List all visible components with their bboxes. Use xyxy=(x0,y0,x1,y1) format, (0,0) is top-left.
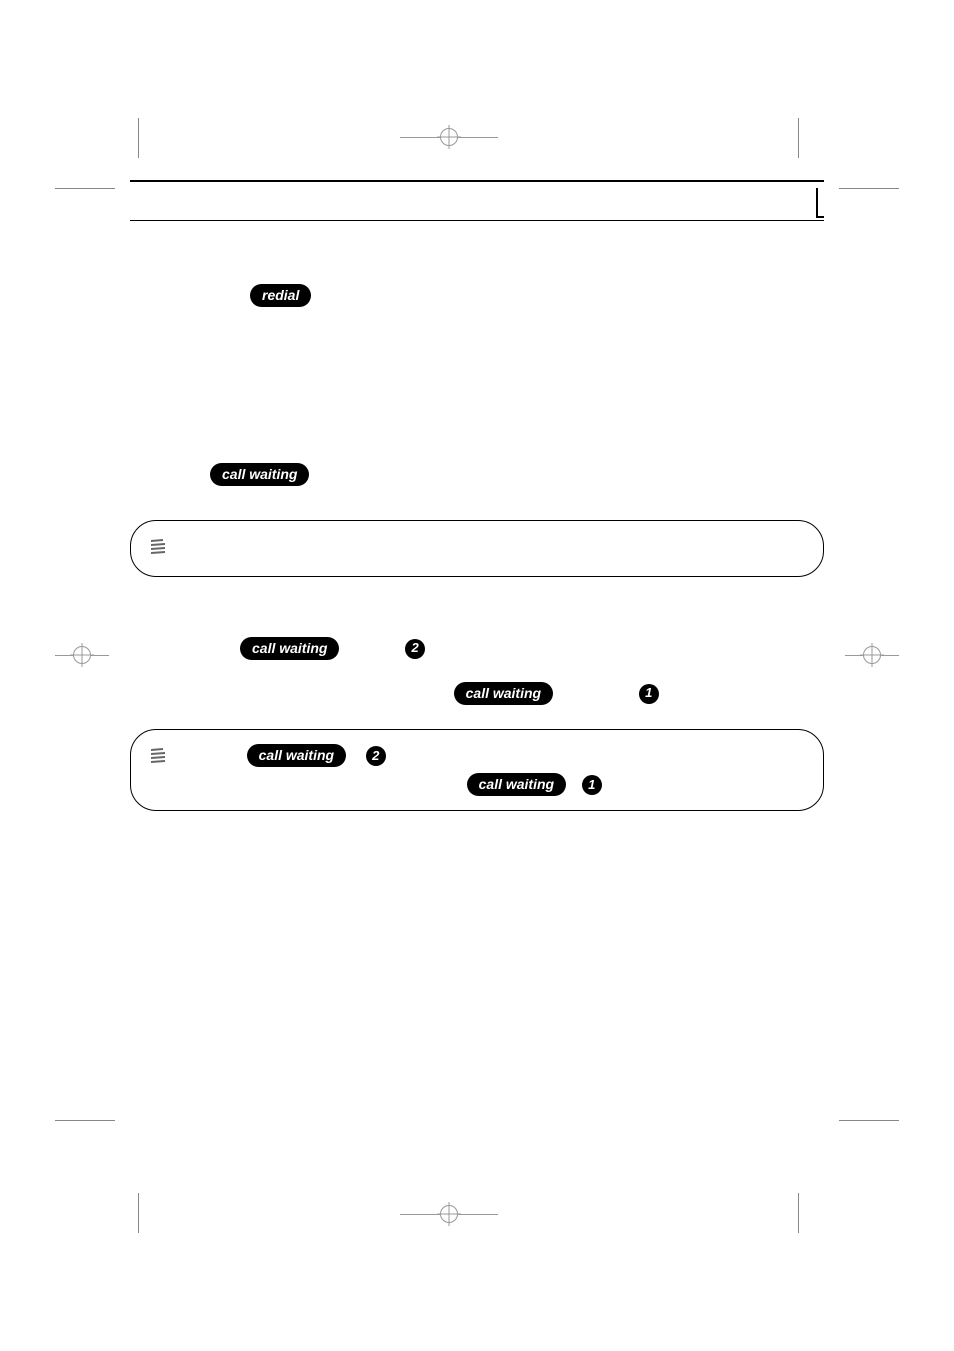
regmark-bottom xyxy=(400,1205,498,1223)
note-box-1 xyxy=(130,520,824,577)
call-waiting-pill-1: call waiting xyxy=(210,463,309,486)
content-area: redial call waiting call w xyxy=(130,180,824,829)
tick-bottom-right xyxy=(798,1193,799,1233)
regmark-right xyxy=(845,646,899,664)
call-waiting-pill-4: call waiting xyxy=(247,744,346,767)
para-redial: redial xyxy=(130,284,824,307)
rule-top-thin xyxy=(130,220,824,221)
tick-top-right xyxy=(798,118,799,158)
note-text-2: call waiting 2 call waiting 1 xyxy=(183,744,604,796)
crop-tr-h xyxy=(839,188,899,189)
note-box-2: call waiting 2 call waiting 1 xyxy=(130,729,824,811)
note-icon-1 xyxy=(149,537,169,562)
call-waiting-pill-3: call waiting xyxy=(454,682,553,705)
rule-top-thick xyxy=(130,180,824,182)
crop-br-h xyxy=(839,1120,899,1121)
tick-top-left xyxy=(138,118,139,158)
regmark-left xyxy=(55,646,109,664)
crop-bl-h xyxy=(55,1120,115,1121)
para-cw-2: call waiting 2 xyxy=(130,637,824,660)
regmark-top xyxy=(400,128,498,146)
page: redial call waiting call w xyxy=(0,0,954,1351)
crop-tl-h xyxy=(55,188,115,189)
para-cw-1: call waiting 1 xyxy=(130,682,824,705)
para-callwaiting-1: call waiting xyxy=(130,463,824,486)
note-icon-2 xyxy=(149,746,169,771)
num-1-b: 1 xyxy=(582,775,602,795)
num-2-a: 2 xyxy=(405,639,425,659)
num-1-a: 1 xyxy=(639,684,659,704)
tab-notch xyxy=(816,188,824,218)
tick-bottom-left xyxy=(138,1193,139,1233)
redial-pill: redial xyxy=(250,284,311,307)
header-row xyxy=(130,188,824,224)
call-waiting-pill-2: call waiting xyxy=(240,637,339,660)
call-waiting-pill-5: call waiting xyxy=(467,773,566,796)
num-2-b: 2 xyxy=(366,746,386,766)
